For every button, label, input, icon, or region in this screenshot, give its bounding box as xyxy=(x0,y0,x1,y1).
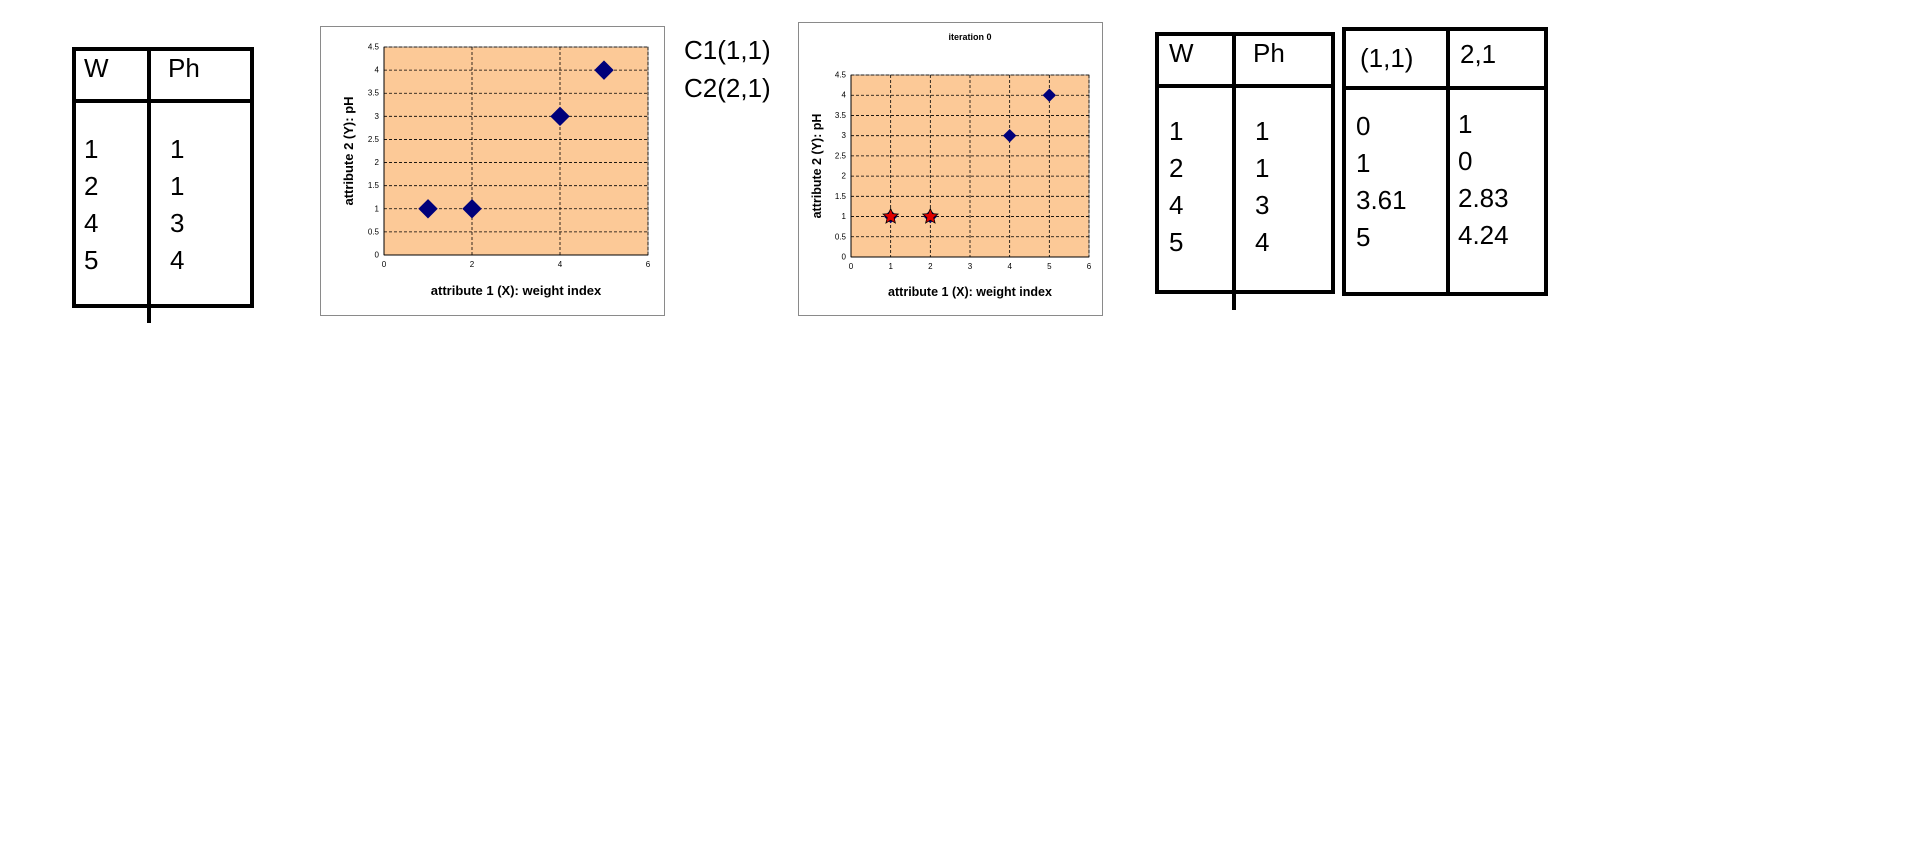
column-divider xyxy=(147,47,151,323)
header-ph: Ph xyxy=(168,53,200,83)
table-cell: 1 xyxy=(84,134,99,164)
y-tick-label: 2.5 xyxy=(835,151,847,160)
column-w: 1 2 4 5 xyxy=(1169,113,1183,261)
table-cell: 1 xyxy=(1458,109,1473,139)
y-tick-label: 4.5 xyxy=(368,43,380,52)
column-divider xyxy=(1232,32,1236,310)
x-tick-label: 6 xyxy=(646,260,651,269)
y-axis-label: attribute 2 (Y): pH xyxy=(810,114,824,219)
centroid-c2-label: C2(2,1) xyxy=(684,73,771,103)
table-cell: 3.61 xyxy=(1356,185,1407,215)
y-tick-label: 3 xyxy=(375,112,380,121)
x-axis-label: attribute 1 (X): weight index xyxy=(431,283,602,298)
table-cell: 3 xyxy=(170,208,185,238)
chart-title: iteration 0 xyxy=(948,32,991,42)
y-tick-label: 2 xyxy=(842,172,847,181)
data-point-diamond xyxy=(550,106,570,127)
data-point-diamond xyxy=(594,60,614,80)
y-tick-label: 0 xyxy=(375,251,380,260)
y-tick-label: 4 xyxy=(375,66,380,75)
data-point-star xyxy=(882,207,900,224)
table-cell: 2 xyxy=(1169,153,1184,183)
table-cell: 5 xyxy=(84,245,99,275)
column-distance-c1: 0 1 3.61 5 xyxy=(1356,108,1407,256)
data-point-diamond xyxy=(1002,128,1017,143)
scatter-chart-2: 0 0.5 1 1.5 2 2.5 3 3.5 4 4.5 0 1 2 3 4 5 6 attribute 1 (… xyxy=(798,22,1103,316)
table-cell: 1 xyxy=(1169,116,1184,146)
table-cell: 4 xyxy=(84,208,99,238)
x-tick-label: 2 xyxy=(470,260,475,269)
header-centroid-2: 2,1 xyxy=(1460,39,1497,69)
x-tick-label: 0 xyxy=(382,260,387,269)
x-tick-label: 2 xyxy=(928,262,933,271)
x-tick-label: 5 xyxy=(1047,262,1052,271)
distance-table: (1,1) 2,1 0 1 3.61 5 1 0 2.83 4.24 xyxy=(1342,27,1548,296)
y-tick-label: 0.5 xyxy=(368,227,380,236)
table-cell: 2.83 xyxy=(1458,183,1509,213)
table-cell: 4 xyxy=(1169,190,1184,220)
table-cell: 1 xyxy=(1356,148,1371,178)
y-tick-label: 1 xyxy=(842,212,847,221)
data-point-diamond xyxy=(1042,88,1057,102)
y-tick-label: 3.5 xyxy=(368,89,380,98)
x-tick-label: 0 xyxy=(849,262,854,271)
y-tick-label: 3 xyxy=(842,131,847,140)
table-cell: 3 xyxy=(1255,190,1270,220)
data-table-2: W Ph 1 2 4 5 1 1 3 4 xyxy=(1155,32,1335,310)
data-table-1: W Ph 1 2 4 5 1 1 3 4 xyxy=(72,47,254,323)
data-point-diamond xyxy=(418,199,438,219)
x-tick-label: 6 xyxy=(1087,262,1092,271)
data-point-star xyxy=(921,207,939,224)
y-tick-label: 0.5 xyxy=(835,232,847,241)
x-tick-label: 4 xyxy=(1007,262,1012,271)
table-cell: 1 xyxy=(1255,116,1270,146)
table-cell: 2 xyxy=(84,171,99,201)
chart-1-svg: 0 0.5 1 1.5 2 2.5 3 3.5 4 4.5 0 2 4 6 attribute 1 (X):… xyxy=(341,43,651,299)
y-axis-label: attribute 2 (Y): pH xyxy=(341,96,356,205)
header-centroid-1: (1,1) xyxy=(1360,43,1414,73)
y-tick-label: 1.5 xyxy=(368,181,380,190)
column-divider xyxy=(1446,27,1450,293)
y-tick-label: 4.5 xyxy=(835,71,847,80)
y-tick-label: 2 xyxy=(375,158,380,167)
scatter-chart-1: 0 0.5 1 1.5 2 2.5 3 3.5 4 4.5 0 2 4 6 attribute 1 (X):… xyxy=(320,26,665,316)
table-cell: 5 xyxy=(1356,222,1371,252)
y-tick-label: 1 xyxy=(375,204,380,213)
y-tick-label: 2.5 xyxy=(368,135,380,144)
table-cell: 1 xyxy=(170,171,185,201)
y-tick-label: 1.5 xyxy=(835,192,847,201)
table-cell: 4.24 xyxy=(1458,220,1509,250)
centroid-c1-label: C1(1,1) xyxy=(684,35,771,65)
x-tick-label: 3 xyxy=(968,262,973,271)
header-w: W xyxy=(1169,38,1194,68)
header-w: W xyxy=(84,53,109,83)
y-tick-label: 4 xyxy=(842,91,847,100)
x-tick-label: 1 xyxy=(888,262,893,271)
chart-2-svg: 0 0.5 1 1.5 2 2.5 3 3.5 4 4.5 0 1 2 3 4 5 6 attribute 1 (… xyxy=(810,32,1092,299)
table-header-row xyxy=(1346,31,1544,90)
table-cell: 0 xyxy=(1356,111,1371,141)
table-header-row xyxy=(76,51,250,103)
table-cell: 4 xyxy=(170,245,185,275)
y-tick-label: 0 xyxy=(842,253,847,262)
column-w: 1 2 4 5 xyxy=(84,131,98,279)
x-axis-label: attribute 1 (X): weight index xyxy=(888,285,1052,299)
header-ph: Ph xyxy=(1253,38,1285,68)
column-ph: 1 1 3 4 xyxy=(170,131,184,279)
table-cell: 5 xyxy=(1169,227,1184,257)
table-cell: 4 xyxy=(1255,227,1270,257)
column-distance-c2: 1 0 2.83 4.24 xyxy=(1458,106,1509,254)
table-cell: 0 xyxy=(1458,146,1473,176)
data-point-diamond xyxy=(462,199,482,219)
table-header-row xyxy=(1159,36,1331,88)
x-tick-label: 4 xyxy=(558,260,563,269)
table-cell: 1 xyxy=(1255,153,1270,183)
column-ph: 1 1 3 4 xyxy=(1255,113,1269,261)
y-tick-label: 3.5 xyxy=(835,111,847,120)
plot-area xyxy=(383,46,649,256)
table-cell: 1 xyxy=(170,134,185,164)
